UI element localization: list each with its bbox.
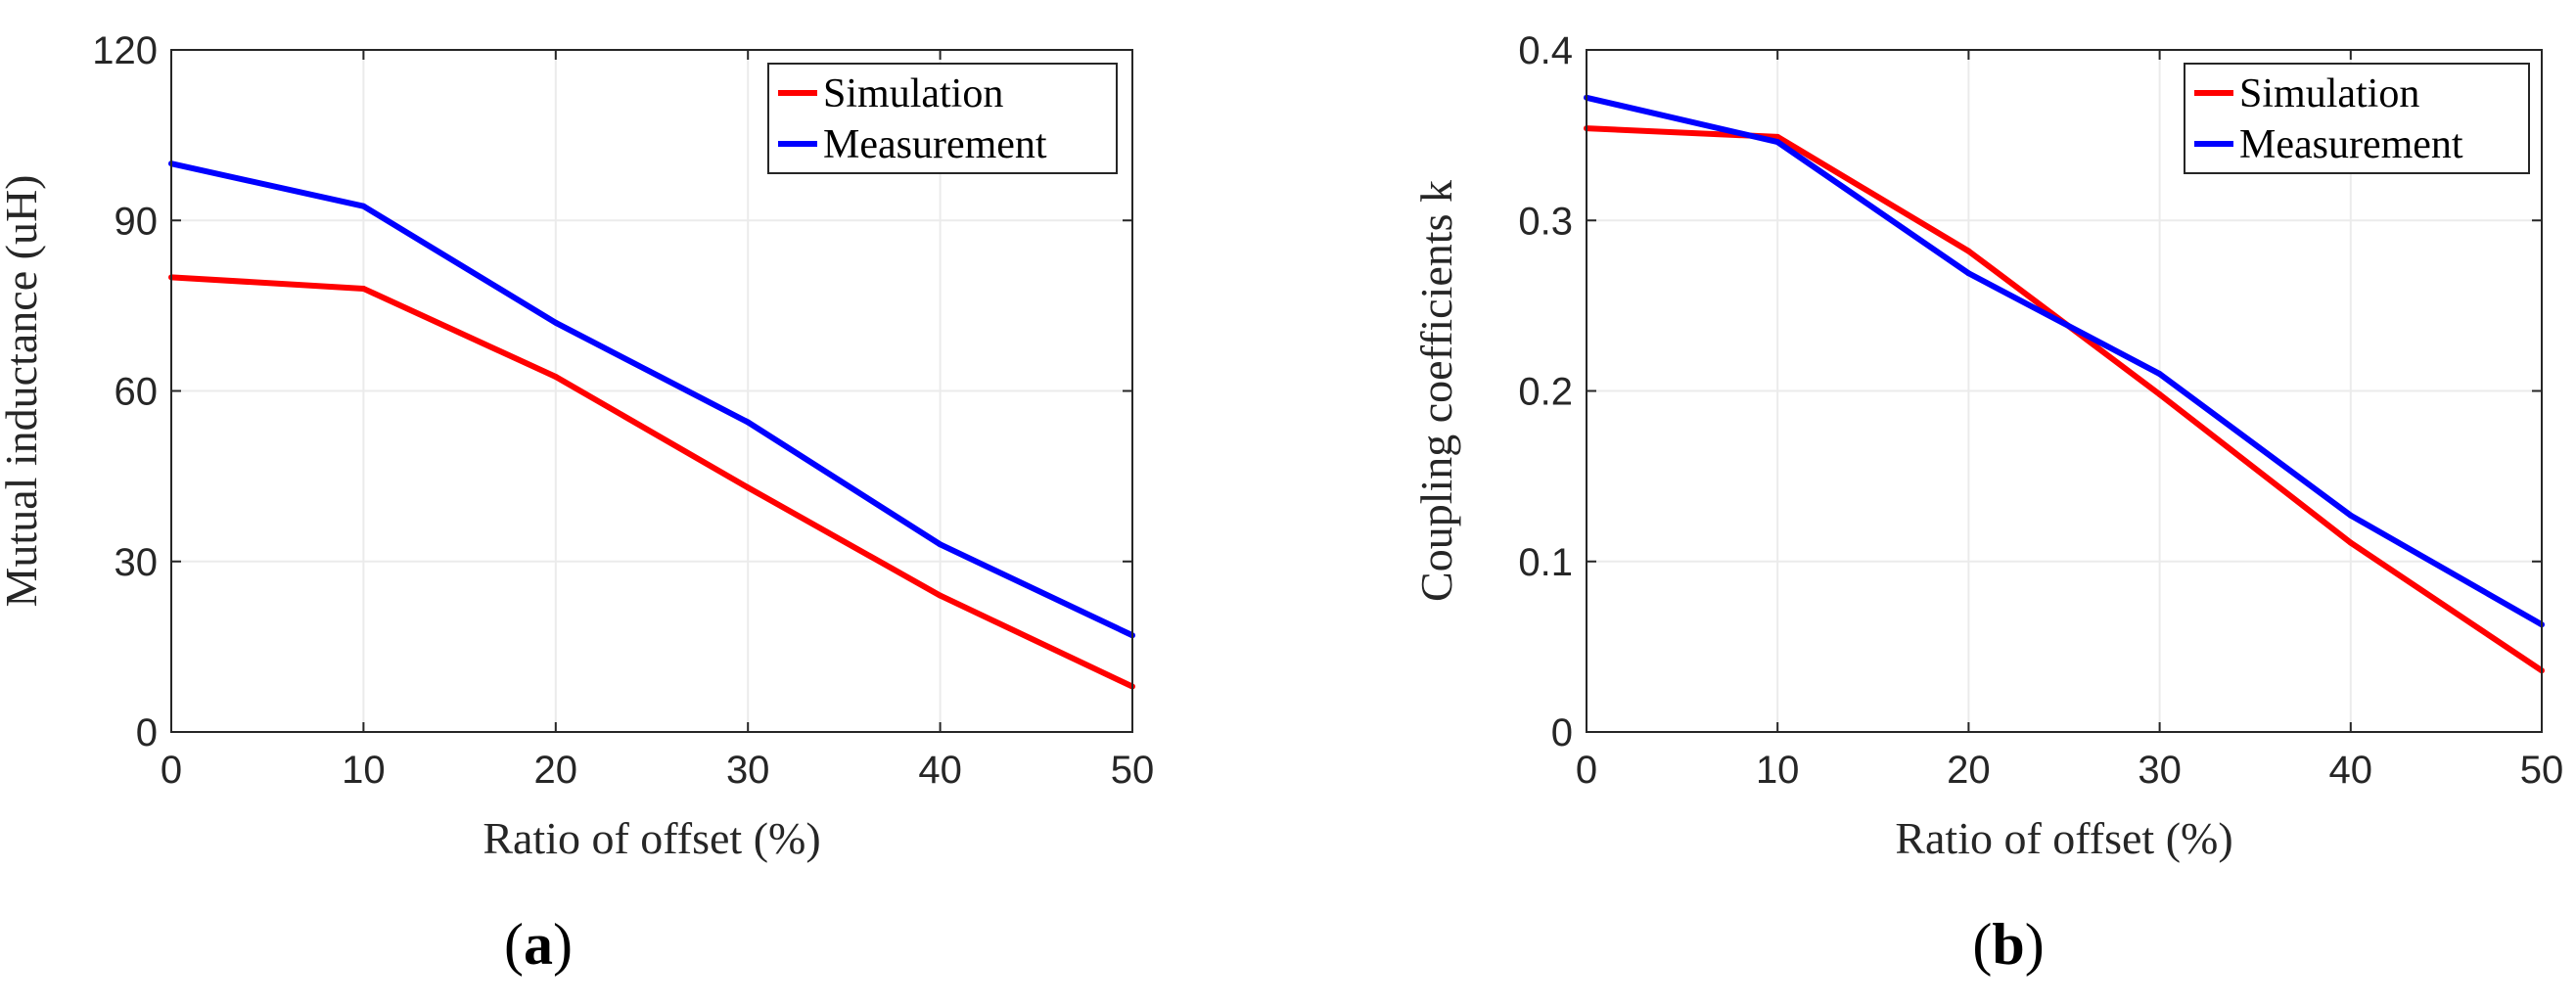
chart-a-x-axis-title: Ratio of offset (%) [483,813,820,863]
b-point-simulation-3 [2156,390,2163,397]
a-x-tick-label-1: 10 [342,749,386,792]
chart-a-panel-close-paren: ) [553,912,573,977]
b-y-tick-label-3: 0.3 [1518,200,1573,243]
a-point-measurement-3 [745,419,752,426]
chart-b-series [1584,94,2545,674]
chart-a-panel-label: (a) [504,912,573,977]
a-x-tick-label-0: 0 [161,749,182,792]
chart-a-panel-open-paren: ( [504,912,524,977]
b-x-tick-label-3: 30 [2138,749,2182,792]
chart-b-panel-close-paren: ) [2025,912,2045,977]
a-point-simulation-2 [552,373,559,380]
a-y-tick-label-4: 120 [92,29,158,72]
a-x-tick-label-2: 20 [534,749,578,792]
b-point-simulation-4 [2347,539,2354,546]
chart-a-legend: Simulation Measurement [767,63,1118,174]
b-x-tick-label-1: 10 [1756,749,1800,792]
b-point-simulation-1 [1774,133,1781,140]
b-y-tick-label-1: 0.1 [1518,541,1573,584]
chart-b-legend-label-simulation: Simulation [2239,71,2419,116]
a-point-simulation-4 [937,592,943,599]
a-point-measurement-4 [937,541,943,548]
a-point-simulation-1 [360,285,367,292]
b-point-simulation-2 [1965,248,1972,254]
a-series-line-measurement [170,160,1134,638]
a-x-tick-label-3: 30 [726,749,770,792]
a-point-measurement-2 [552,319,559,326]
a-x-tick-label-5: 50 [1111,749,1155,792]
a-series-line-simulation [170,274,1134,690]
a-x-tick-label-4: 40 [918,749,962,792]
chart-a-ticks: 0 10 20 30 40 50 0 30 60 90 120 [92,29,1154,792]
chart-b-panel-open-paren: ( [1972,912,1992,977]
a-point-measurement-1 [360,203,367,209]
b-point-measurement-1 [1774,139,1781,146]
chart-b-x-axis-title: Ratio of offset (%) [1895,813,2232,863]
b-y-tick-label-4: 0.4 [1518,29,1573,72]
b-x-tick-label-5: 50 [2520,749,2564,792]
chart-b-panel-label: (b) [1972,912,2044,977]
b-y-tick-label-0: 0 [1551,711,1573,754]
b-point-measurement-2 [1965,270,1972,277]
chart-a-legend-box [767,63,1118,174]
chart-b-legend-box [2184,63,2530,174]
chart-a-legend-label-measurement: Measurement [823,122,1047,167]
a-y-tick-label-3: 90 [115,200,159,243]
chart-b-y-axis-title: Coupling coefficients k [1411,180,1461,602]
b-point-measurement-3 [2156,371,2163,378]
chart-a-panel-letter: a [524,912,553,977]
b-point-measurement-4 [2347,512,2354,519]
b-series-line-measurement [1586,94,2544,627]
chart-a-series [168,160,1135,690]
chart-a-y-axis-title: Mutual inductance (uH) [0,175,46,608]
b-series-line-simulation [1586,125,2544,673]
chart-b-ticks: 0 10 20 30 40 50 0 0.1 0.2 0.3 0.4 [1518,29,2563,792]
b-x-tick-label-0: 0 [1576,749,1597,792]
chart-b-legend-label-measurement: Measurement [2239,122,2463,167]
b-x-tick-label-4: 40 [2329,749,2373,792]
chart-b-legend: Simulation Measurement [2184,63,2530,174]
a-y-tick-label-0: 0 [136,711,158,754]
chart-a-legend-label-simulation: Simulation [823,71,1003,116]
b-x-tick-label-2: 20 [1947,749,1991,792]
chart-b: 0 10 20 30 40 50 0 0.1 0.2 0.3 0.4 Ratio of offset… [1411,29,2563,977]
b-y-tick-label-2: 0.2 [1518,371,1573,414]
a-point-simulation-3 [745,484,752,491]
chart-b-panel-letter: b [1992,912,2024,977]
a-y-tick-label-2: 60 [115,371,159,414]
chart-a: 0 10 20 30 40 50 0 30 60 90 120 Ratio of offset (%… [0,29,1154,977]
a-y-tick-label-1: 30 [115,541,159,584]
